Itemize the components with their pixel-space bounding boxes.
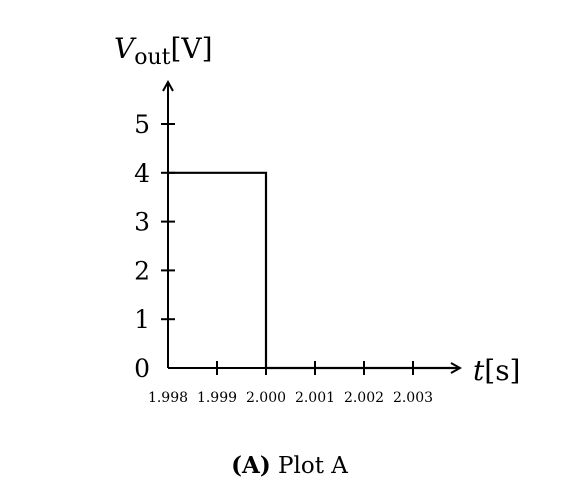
y-tick-label: 1 — [134, 305, 150, 334]
series-line — [168, 171, 458, 370]
y-axis-title-unit: [V] — [171, 32, 213, 65]
y-tick-label: 0 — [134, 354, 150, 383]
x-axis-title-main: t — [473, 354, 485, 387]
x-tick-label: 2.000 — [246, 390, 286, 406]
y-tick-label: 4 — [134, 159, 150, 188]
y-axis-title: Vout[V] — [114, 32, 213, 70]
caption-text: Plot A — [278, 453, 348, 479]
y-axis-title-sub: out — [134, 45, 170, 70]
series-layer — [168, 171, 458, 370]
x-tick-label: 2.003 — [393, 390, 433, 406]
y-axis-title-main: V — [114, 32, 137, 65]
figure-caption: (A) Plot A — [0, 452, 579, 479]
y-tick-label: 5 — [134, 110, 150, 139]
x-ticks: 1.998 1.999 2.000 2.001 2.002 2.003 — [148, 361, 433, 406]
x-tick-label: 1.998 — [148, 390, 188, 406]
caption-label: (A) — [231, 452, 271, 479]
x-axis-title-unit: [s] — [484, 354, 520, 387]
x-tick-label: 2.002 — [344, 390, 384, 406]
y-tick-label: 2 — [134, 256, 150, 285]
y-tick-label: 3 — [134, 208, 150, 237]
x-tick-label: 1.999 — [197, 390, 237, 406]
x-tick-label: 2.001 — [295, 390, 335, 406]
x-axis-title: t[s] — [473, 354, 520, 387]
